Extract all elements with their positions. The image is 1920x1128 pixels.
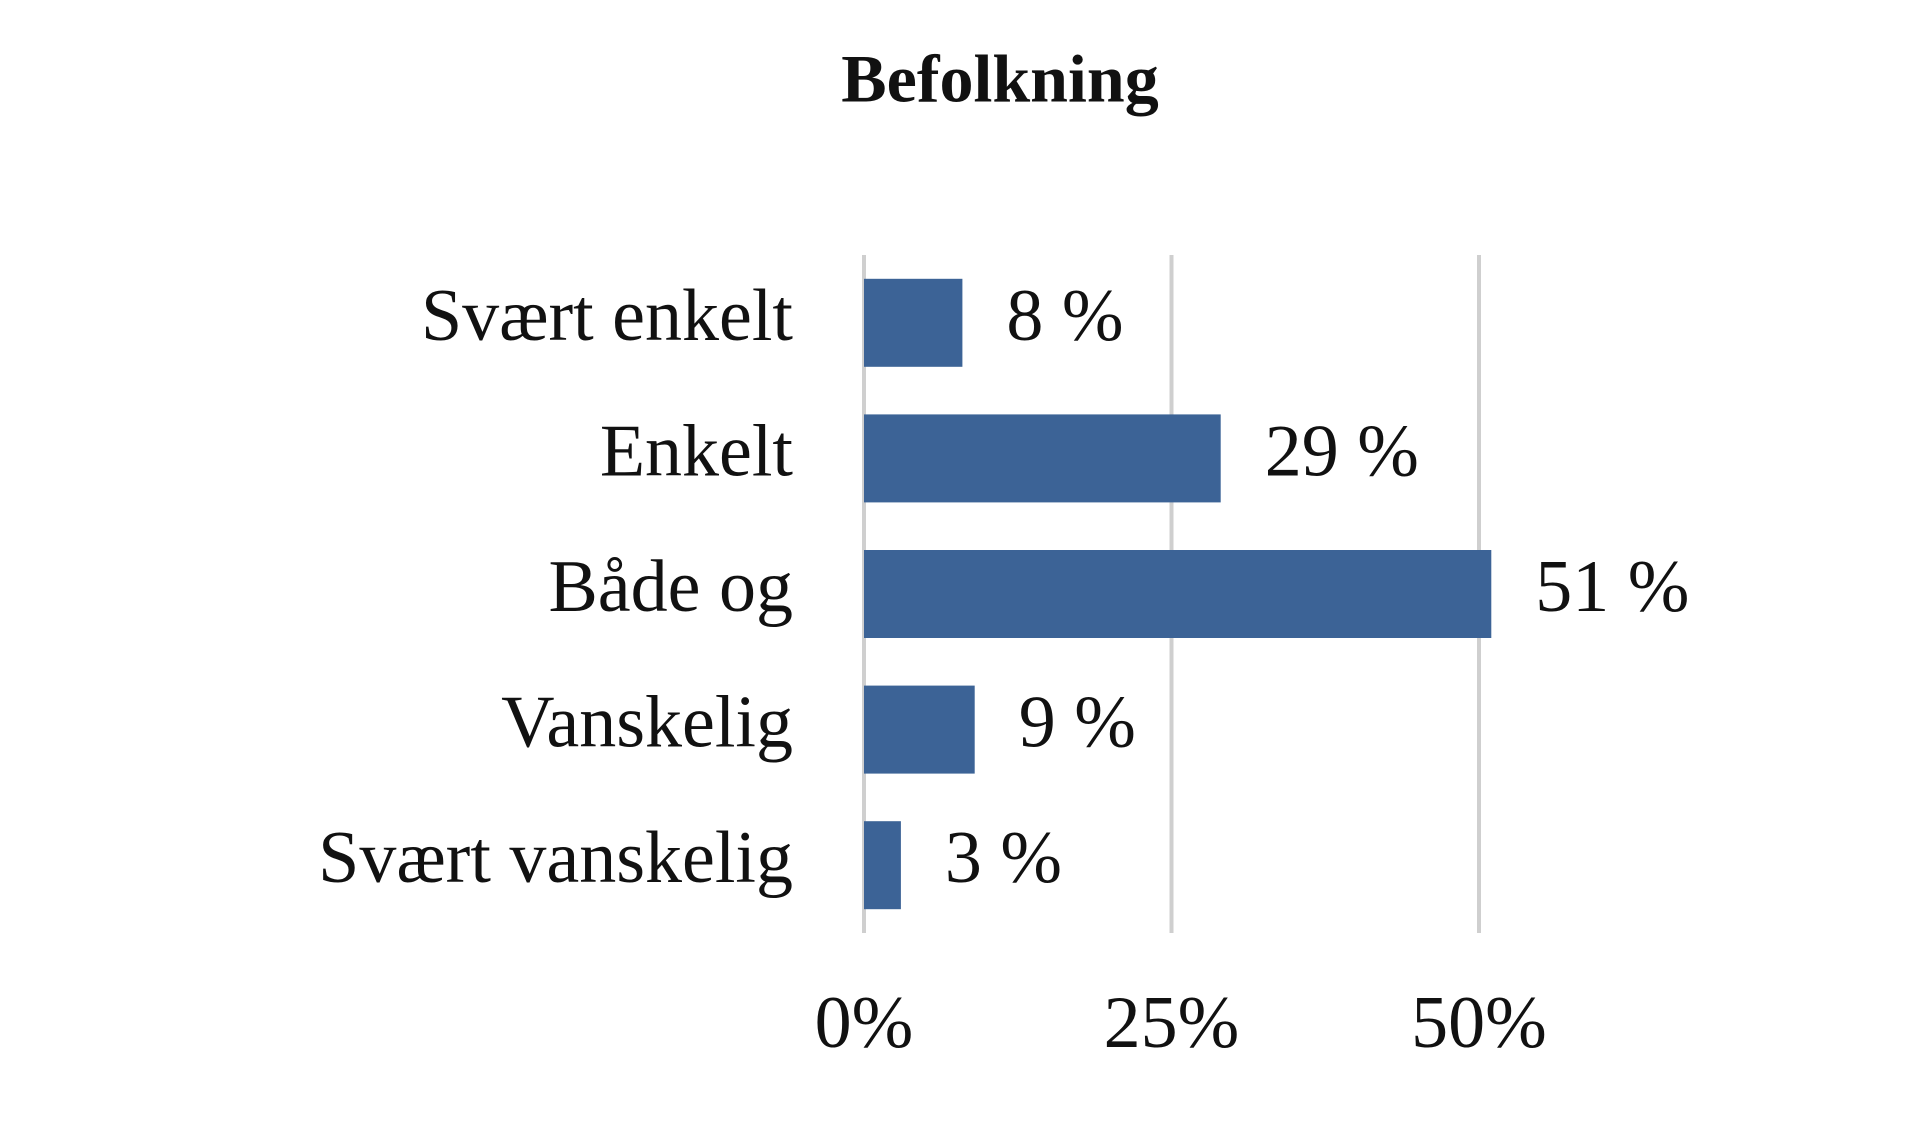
value-label: 8 % [1006,275,1123,357]
value-label: 51 % [1535,546,1689,628]
x-tick-label: 0% [815,982,914,1064]
bar [864,278,963,367]
y-tick-label: Enkelt [600,410,794,492]
bar [864,414,1221,503]
chart-title: Befolkning [841,41,1158,117]
y-tick-label: Svært vanskelig [318,817,793,899]
x-tick-label: 50% [1411,982,1547,1064]
bar [864,685,975,774]
value-label: 9 % [1019,682,1136,764]
bar [864,550,1492,638]
y-tick-label: Svært enkelt [421,275,793,357]
x-tick-label: 25% [1104,982,1240,1064]
value-label: 3 % [945,817,1062,899]
value-label: 29 % [1265,410,1419,492]
y-tick-label: Både og [548,546,793,628]
bar [864,821,901,910]
y-tick-label: Vanskelig [501,682,793,764]
